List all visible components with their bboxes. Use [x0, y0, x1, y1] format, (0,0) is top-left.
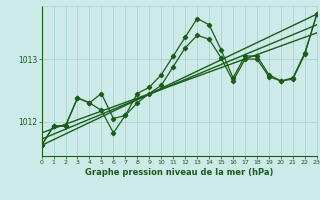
X-axis label: Graphe pression niveau de la mer (hPa): Graphe pression niveau de la mer (hPa) [85, 168, 273, 177]
